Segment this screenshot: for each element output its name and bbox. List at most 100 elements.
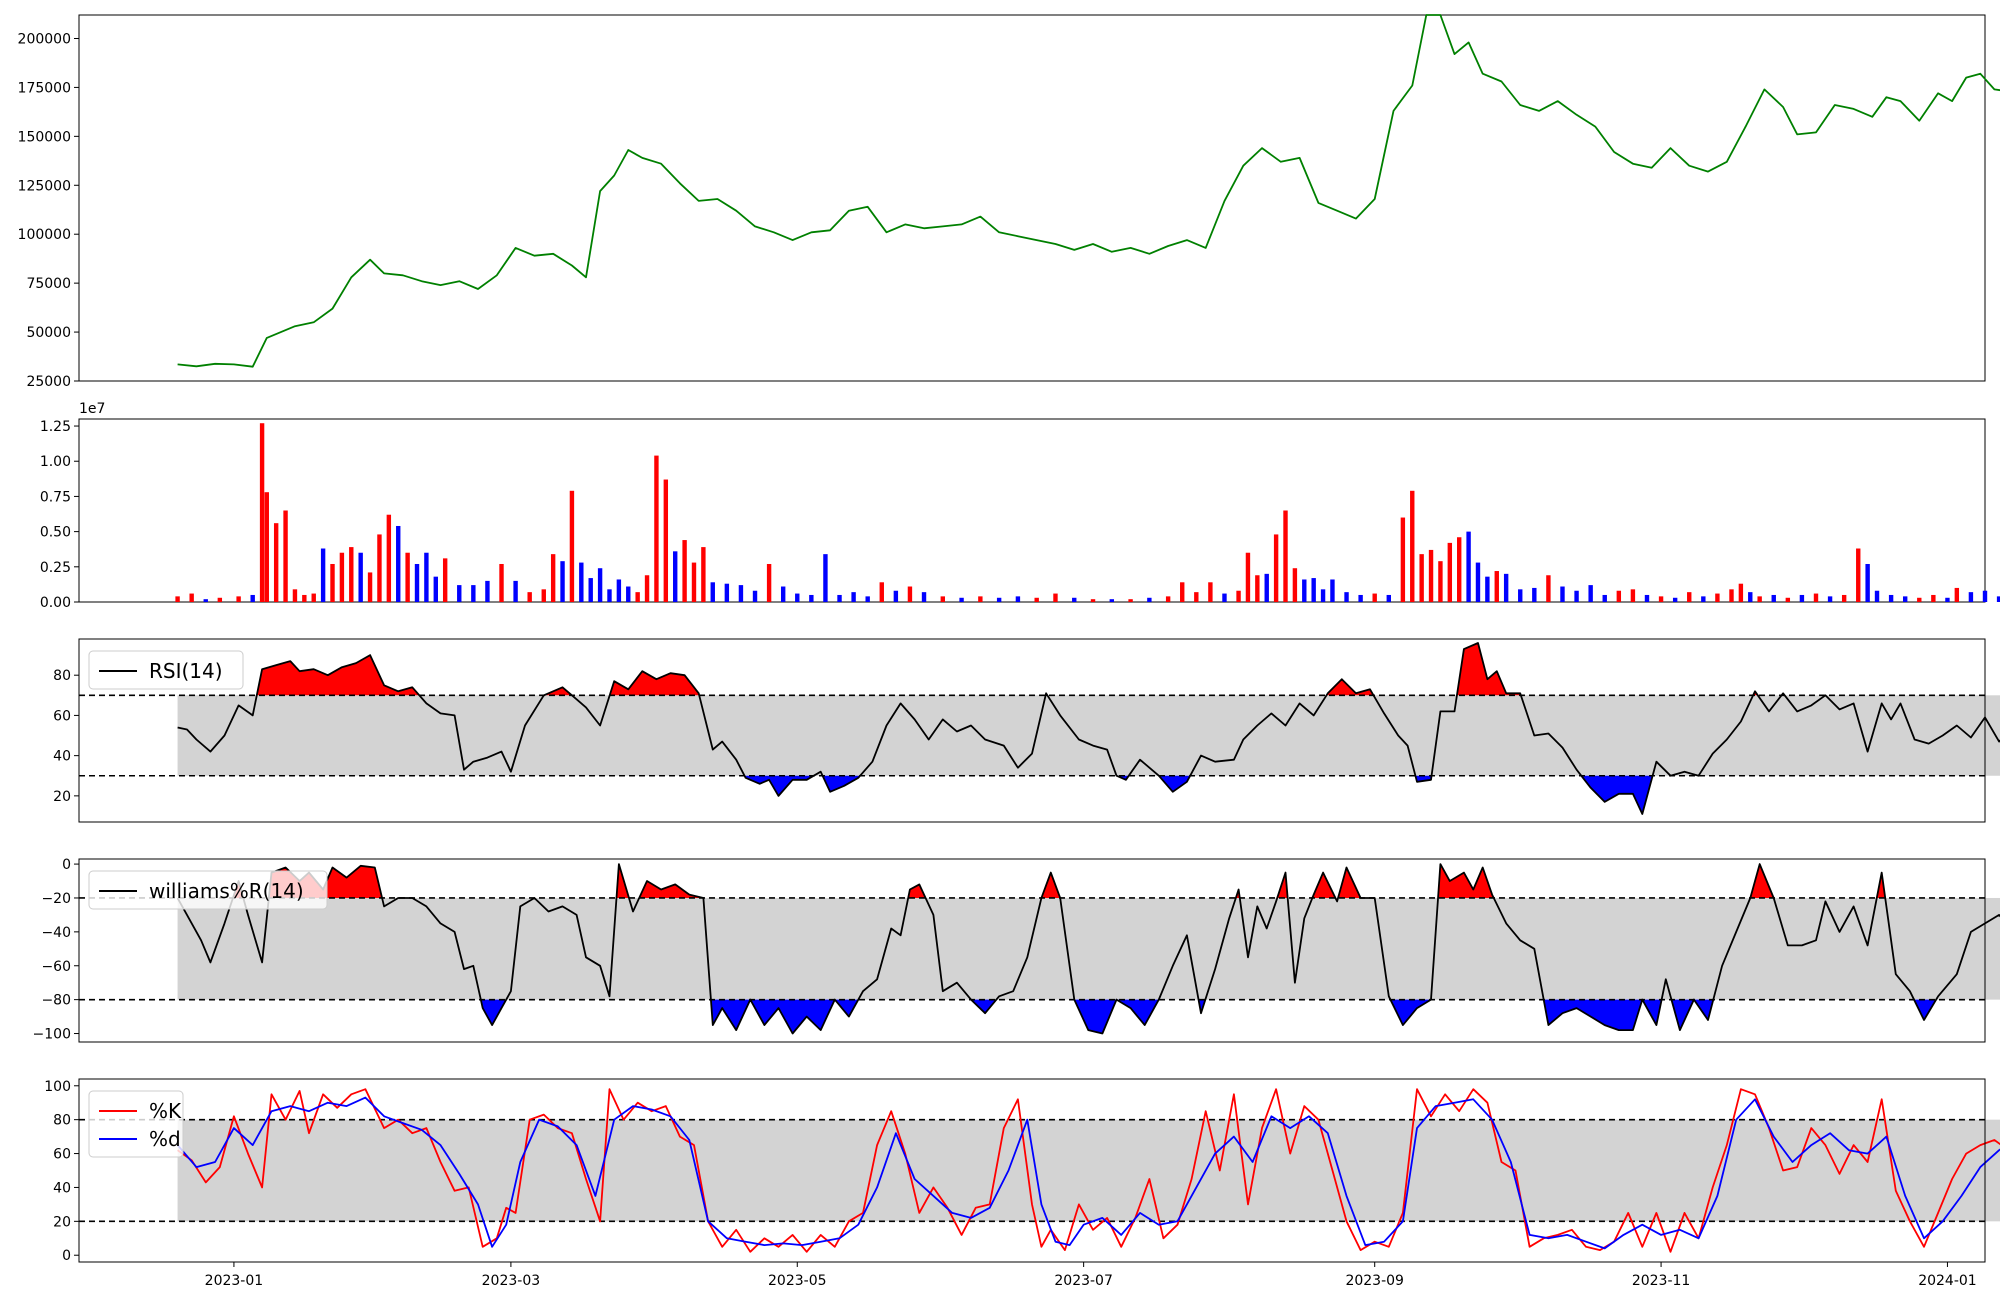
volume-bar bbox=[1419, 554, 1424, 602]
williams-oversold-fill bbox=[834, 999, 859, 1017]
volume-bar bbox=[865, 596, 870, 602]
volume-bar bbox=[996, 597, 1002, 602]
volume-ytick-label: 0.75 bbox=[40, 489, 71, 505]
stochastic-legend-box bbox=[88, 1090, 184, 1158]
volume-bar bbox=[203, 599, 208, 602]
volume-bar bbox=[311, 593, 316, 602]
williams-oversold-fill bbox=[710, 999, 751, 1031]
volume-bar bbox=[1222, 593, 1227, 602]
rsi-oversold-fill bbox=[1158, 775, 1191, 792]
williams-ytick-label: −80 bbox=[41, 993, 71, 1009]
volume-bar bbox=[1560, 586, 1565, 602]
volume-bar bbox=[780, 586, 786, 602]
volume-ytick-label: 1.25 bbox=[40, 419, 71, 435]
williams-ytick-label: −20 bbox=[41, 891, 71, 907]
volume-bar bbox=[1438, 561, 1443, 602]
stochastic-band bbox=[177, 1119, 2000, 1222]
volume-bar bbox=[217, 597, 223, 602]
rsi-legend-box bbox=[88, 650, 244, 690]
volume-bar bbox=[1283, 510, 1288, 602]
volume-bar bbox=[1457, 537, 1462, 602]
williams-oversold-fill bbox=[1642, 999, 1662, 1026]
volume-bar bbox=[1687, 592, 1692, 602]
volume-bar bbox=[1165, 596, 1171, 602]
stochastic-ytick-label: 20 bbox=[53, 1214, 71, 1230]
rsi-overbought-fill bbox=[609, 671, 700, 696]
volume-bar bbox=[795, 593, 800, 602]
williams-legend-label: williams%R(14) bbox=[149, 879, 304, 903]
volume-bar bbox=[1874, 590, 1880, 602]
volume-bar bbox=[597, 568, 603, 602]
williams-oversold-fill bbox=[1074, 999, 1117, 1034]
williams-overbought-fill bbox=[1041, 872, 1061, 898]
volume-bar bbox=[189, 593, 194, 602]
williams-ytick-label: −60 bbox=[41, 959, 71, 975]
rsi-line bbox=[177, 642, 2000, 815]
volume-bar bbox=[1658, 596, 1664, 602]
volume-bar bbox=[250, 594, 255, 602]
volume-bar bbox=[1701, 596, 1706, 602]
volume-bar bbox=[978, 596, 983, 602]
volume-bar bbox=[635, 592, 640, 602]
rsi-oversold-fill bbox=[744, 775, 814, 796]
volume-bar bbox=[1630, 589, 1636, 602]
volume-bar bbox=[1485, 576, 1490, 602]
volume-bar bbox=[1180, 582, 1185, 602]
volume-ytick-label: 0.00 bbox=[40, 595, 71, 611]
volume-bar bbox=[1475, 562, 1481, 602]
volume-bar bbox=[1109, 599, 1115, 602]
volume-bar bbox=[1672, 597, 1678, 602]
volume-bar bbox=[1410, 490, 1415, 602]
volume-bar bbox=[682, 540, 687, 602]
williams-oversold-fill bbox=[1116, 999, 1159, 1026]
volume-bar bbox=[1330, 579, 1335, 602]
volume-frame bbox=[78, 418, 1986, 603]
williams-overbought-fill bbox=[908, 884, 926, 898]
volume-bar bbox=[1954, 587, 1960, 602]
volume-bar bbox=[959, 597, 964, 602]
volume-bar bbox=[264, 492, 269, 602]
x-tick-label: 2023-05 bbox=[768, 1273, 827, 1289]
volume-ytick-label: 1.00 bbox=[40, 454, 71, 470]
williams-overbought-fill bbox=[1312, 872, 1336, 898]
volume-bar bbox=[1053, 593, 1058, 602]
volume-bar bbox=[349, 547, 354, 602]
williams-ytick-label: −40 bbox=[41, 925, 71, 941]
volume-bar bbox=[921, 592, 927, 602]
volume-bar bbox=[1255, 575, 1260, 602]
volume-bar bbox=[823, 554, 828, 602]
price-ytick-label: 50000 bbox=[26, 325, 71, 341]
volume-bar bbox=[1386, 594, 1391, 602]
volume-bar bbox=[405, 552, 410, 602]
stochastic-ytick-label: 80 bbox=[53, 1113, 71, 1129]
volume-bar bbox=[1208, 582, 1213, 602]
volume-bar bbox=[1447, 542, 1453, 602]
volume-bar bbox=[1813, 593, 1819, 602]
rsi-frame bbox=[78, 638, 1986, 823]
price-ytick-label: 200000 bbox=[18, 31, 71, 47]
volume-bar bbox=[879, 582, 884, 602]
rsi-band bbox=[177, 695, 2000, 776]
x-tick-label: 2023-07 bbox=[1054, 1273, 1113, 1289]
volume-bar bbox=[1273, 534, 1279, 602]
williams-line bbox=[176, 863, 2000, 1035]
stochastic-ytick-label: 60 bbox=[53, 1147, 71, 1163]
volume-bar bbox=[1865, 563, 1870, 602]
volume-bar bbox=[1302, 579, 1307, 602]
volume-bar bbox=[1748, 592, 1753, 602]
volume-bar bbox=[1982, 590, 1988, 602]
rsi-overbought-fill bbox=[1456, 643, 1521, 696]
volume-bar bbox=[1644, 594, 1650, 602]
volume-bar bbox=[424, 552, 429, 602]
stochastic-d-line bbox=[176, 1096, 2000, 1250]
price-ytick-label: 175000 bbox=[18, 80, 71, 96]
volume-bar bbox=[560, 561, 565, 602]
volume-bar bbox=[1771, 594, 1776, 602]
volume-bar bbox=[236, 596, 241, 602]
volume-bar bbox=[396, 525, 401, 602]
volume-bar bbox=[851, 592, 856, 602]
rsi-oversold-fill bbox=[822, 775, 861, 792]
volume-bar bbox=[1311, 578, 1316, 602]
volume-bar bbox=[1729, 589, 1734, 602]
